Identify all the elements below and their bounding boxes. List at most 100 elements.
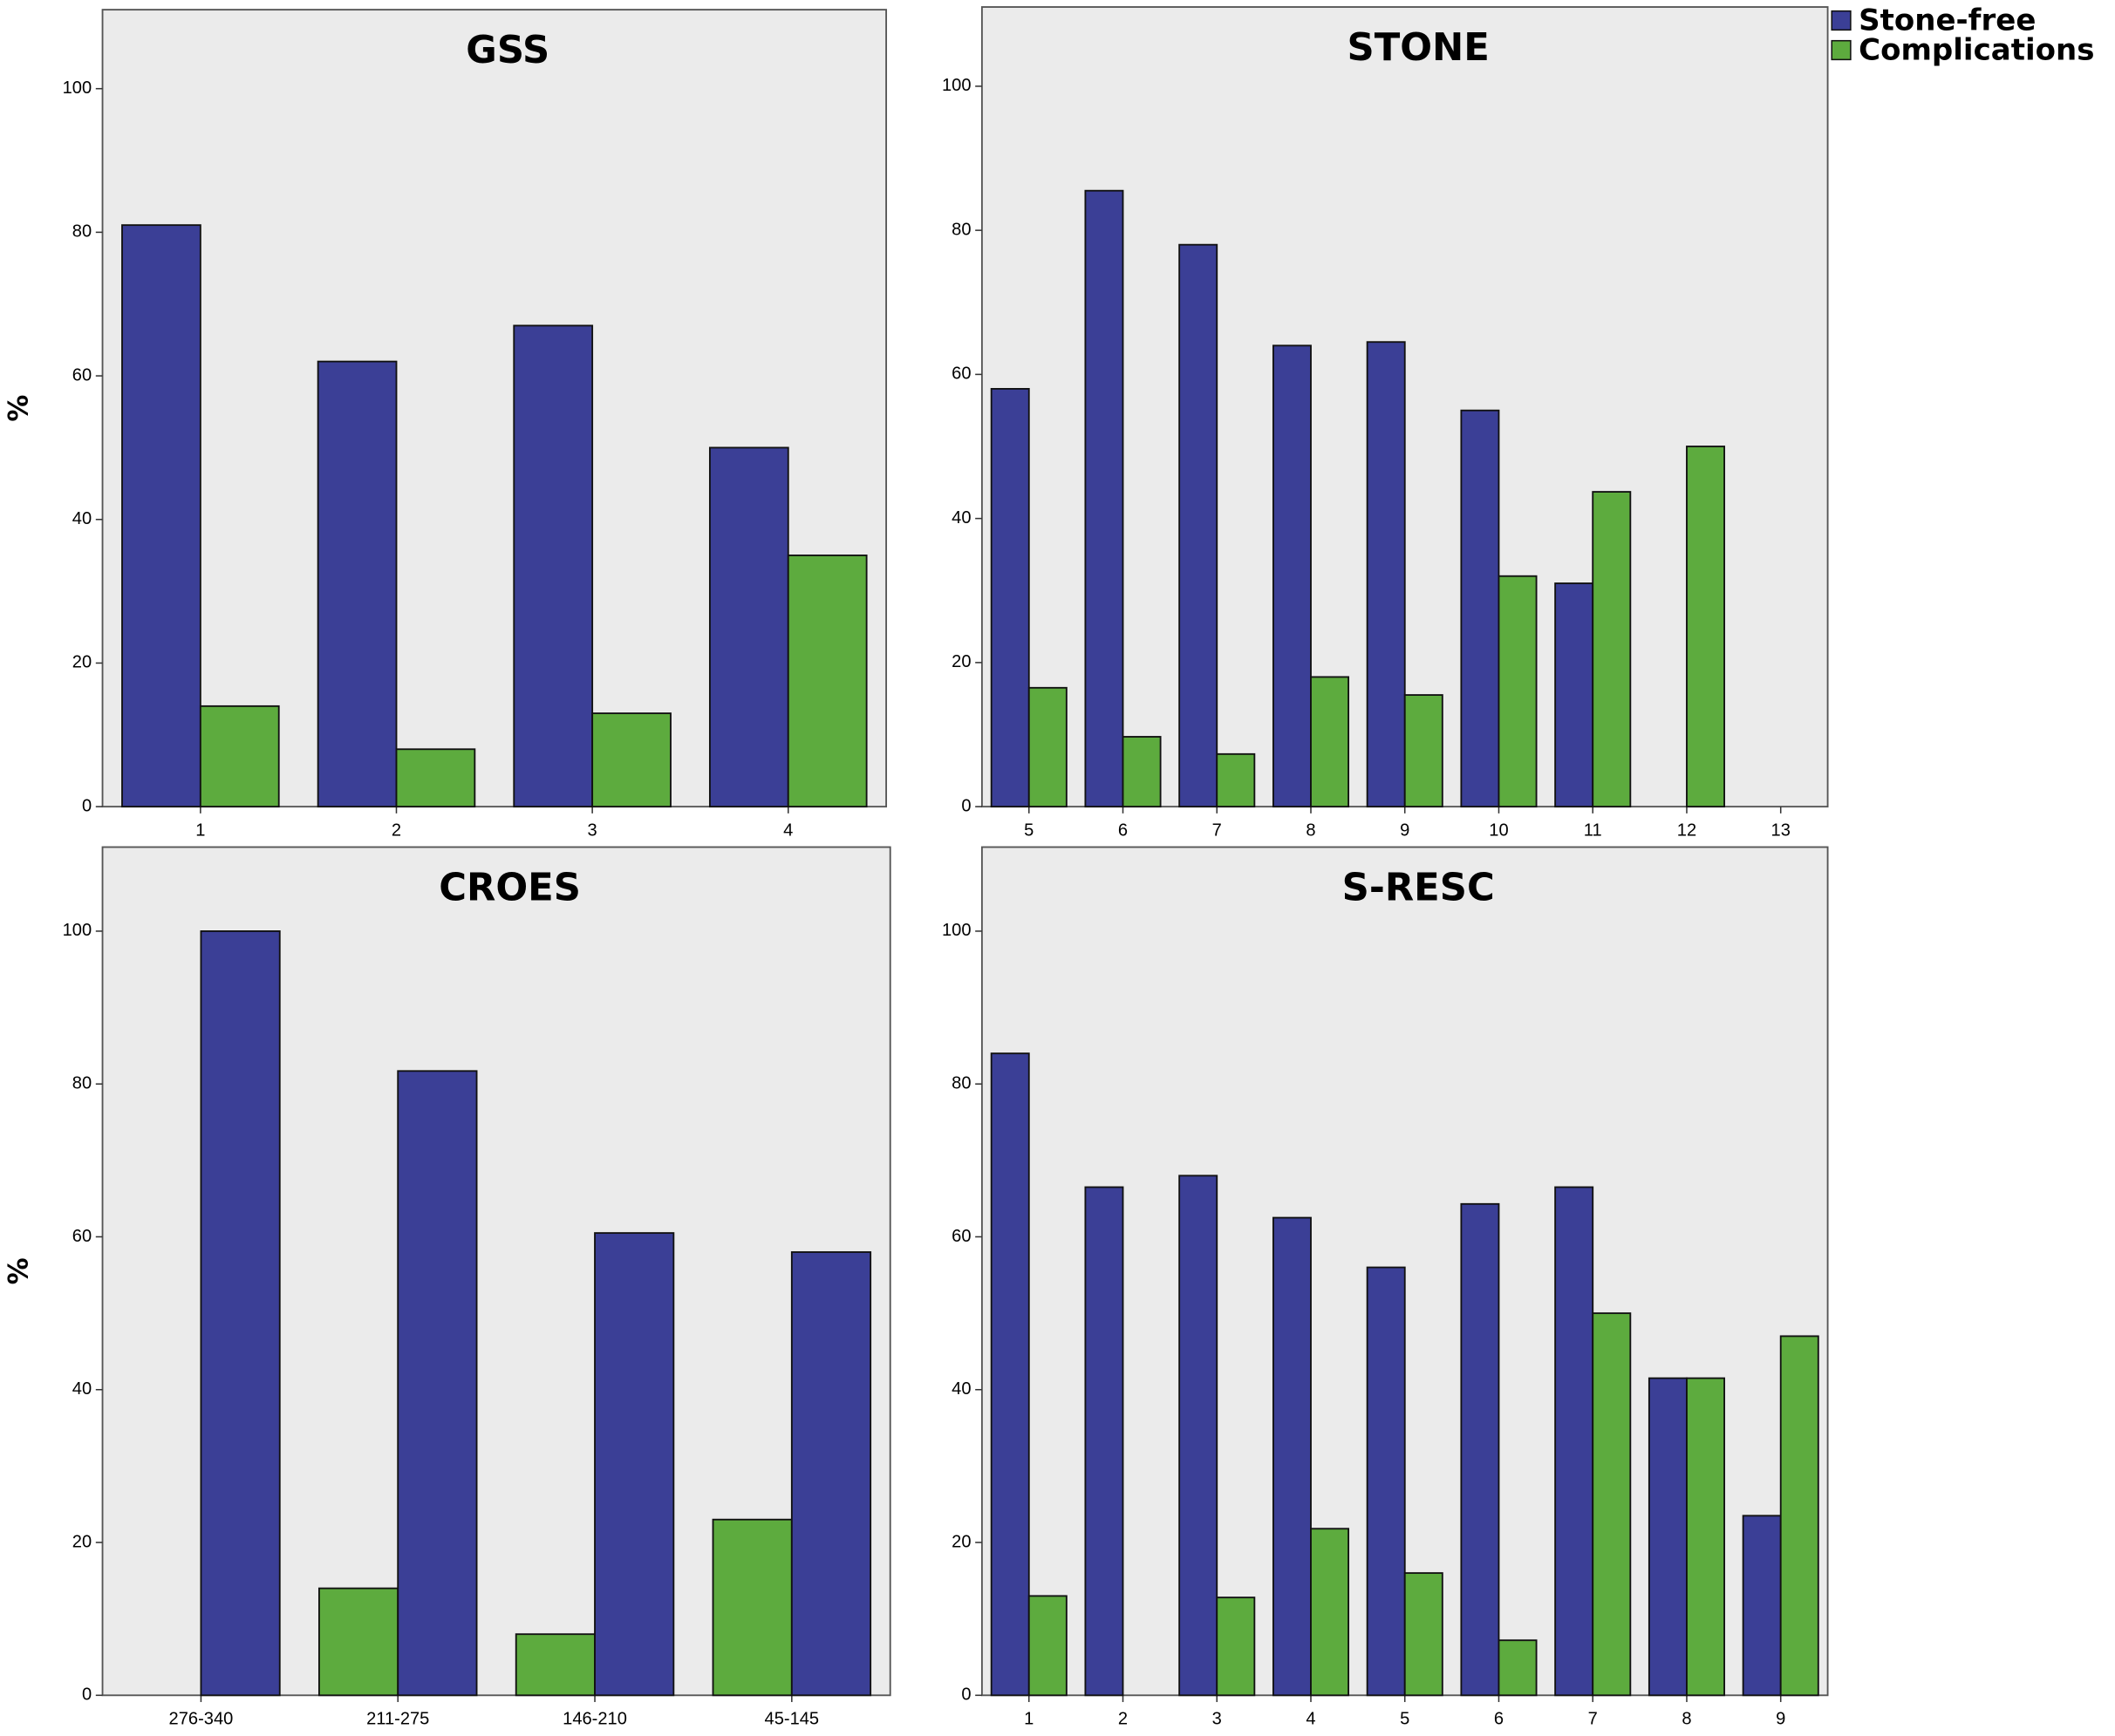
y-tick-label: 0 xyxy=(961,796,971,815)
x-tick-label: 4 xyxy=(783,820,793,840)
bar xyxy=(395,748,476,808)
y-tick-label: 0 xyxy=(82,1685,92,1705)
bar xyxy=(200,930,281,1697)
bar xyxy=(1592,1312,1632,1697)
y-axis-label: % xyxy=(3,395,35,422)
bar xyxy=(317,360,398,808)
y-tick-label: 60 xyxy=(72,365,92,385)
x-tick-label: 12 xyxy=(1677,820,1696,840)
bar xyxy=(317,1587,399,1697)
y-tick-label: 80 xyxy=(952,1074,971,1093)
x-tick-label: 5 xyxy=(1400,1709,1409,1728)
x-tick-label: 9 xyxy=(1776,1709,1785,1728)
y-tick-label: 0 xyxy=(82,796,92,815)
bar xyxy=(1310,676,1350,808)
y-tick-label: 20 xyxy=(72,1532,92,1551)
bar xyxy=(787,555,868,808)
chart-title: CROES xyxy=(439,867,581,910)
y-tick-label: 0 xyxy=(961,1685,971,1705)
x-tick-label: 2 xyxy=(1118,1709,1128,1728)
x-tick-label: 3 xyxy=(588,820,597,840)
x-tick-label: 11 xyxy=(1584,820,1602,840)
bar xyxy=(708,446,789,808)
bar xyxy=(1178,243,1218,808)
y-tick-label: 60 xyxy=(72,1227,92,1246)
y-tick-label: 40 xyxy=(952,1379,971,1399)
y-tick-label: 100 xyxy=(942,76,972,95)
y-tick-label: 80 xyxy=(72,222,92,242)
y-tick-label: 60 xyxy=(952,364,971,384)
bar xyxy=(199,705,280,808)
bar xyxy=(1686,446,1725,808)
x-tick-label: 10 xyxy=(1489,820,1508,840)
bar xyxy=(1366,1266,1406,1697)
bar xyxy=(1460,409,1500,808)
x-tick-label: 9 xyxy=(1400,820,1409,840)
bar xyxy=(1648,1377,1688,1697)
bar xyxy=(1498,1639,1538,1697)
y-tick-label: 100 xyxy=(942,921,972,940)
bar xyxy=(121,224,201,808)
legend-label: Stone-free xyxy=(1859,3,2036,38)
bar xyxy=(1310,1528,1350,1697)
y-axis-label: % xyxy=(3,1257,35,1284)
bar xyxy=(990,387,1030,808)
bar xyxy=(1084,1186,1124,1697)
y-tick-label: 60 xyxy=(952,1227,971,1246)
bar xyxy=(1592,491,1632,808)
y-tick-label: 20 xyxy=(72,653,92,672)
bar xyxy=(1686,1377,1725,1697)
x-tick-label: 211-275 xyxy=(366,1709,429,1728)
bar xyxy=(513,324,594,808)
x-tick-label: 2 xyxy=(392,820,401,840)
x-tick-label: 4 xyxy=(1306,1709,1315,1728)
x-tick-label: 7 xyxy=(1588,1709,1598,1728)
bar xyxy=(1272,1216,1312,1697)
x-tick-label: 276-340 xyxy=(169,1709,234,1728)
bar xyxy=(1554,1186,1594,1697)
x-tick-label: 146-210 xyxy=(563,1709,627,1728)
x-tick-label: 7 xyxy=(1212,820,1222,840)
chart-title: STONE xyxy=(1347,26,1490,70)
bar xyxy=(712,1518,793,1697)
bar xyxy=(594,1232,675,1697)
y-tick-label: 80 xyxy=(72,1074,92,1093)
y-tick-label: 40 xyxy=(72,509,92,528)
y-tick-label: 20 xyxy=(952,1532,971,1551)
bar xyxy=(1216,1596,1256,1697)
x-tick-label: 8 xyxy=(1306,820,1315,840)
bar xyxy=(1554,582,1594,808)
legend-label: Complications xyxy=(1859,33,2094,68)
x-tick-label: 5 xyxy=(1024,820,1034,840)
y-tick-label: 40 xyxy=(952,508,971,528)
legend-swatch xyxy=(1831,39,1852,61)
bar xyxy=(515,1633,596,1697)
bar xyxy=(1027,1595,1068,1697)
x-tick-label: 6 xyxy=(1494,1709,1504,1728)
legend-swatch xyxy=(1831,10,1852,31)
x-tick-label: 45-145 xyxy=(765,1709,820,1728)
bar xyxy=(397,1070,478,1697)
y-tick-label: 20 xyxy=(952,652,971,671)
bar xyxy=(1122,736,1162,808)
bar xyxy=(1216,752,1256,808)
bar xyxy=(1498,575,1538,808)
y-tick-label: 40 xyxy=(72,1379,92,1399)
bar xyxy=(1027,686,1068,808)
bar xyxy=(1272,344,1312,808)
y-tick-label: 80 xyxy=(952,220,971,239)
bar xyxy=(1403,1572,1443,1697)
bar xyxy=(790,1251,872,1697)
x-tick-label: 13 xyxy=(1771,820,1791,840)
chart-title: S-RESC xyxy=(1342,867,1495,910)
x-tick-label: 3 xyxy=(1212,1709,1222,1728)
x-tick-label: 8 xyxy=(1682,1709,1691,1728)
bar xyxy=(1178,1174,1218,1697)
bar xyxy=(1084,189,1124,808)
y-tick-label: 100 xyxy=(63,78,92,98)
chart-title: GSS xyxy=(466,29,549,72)
x-tick-label: 1 xyxy=(195,820,205,840)
bar xyxy=(1366,341,1406,808)
bar xyxy=(1742,1515,1782,1697)
